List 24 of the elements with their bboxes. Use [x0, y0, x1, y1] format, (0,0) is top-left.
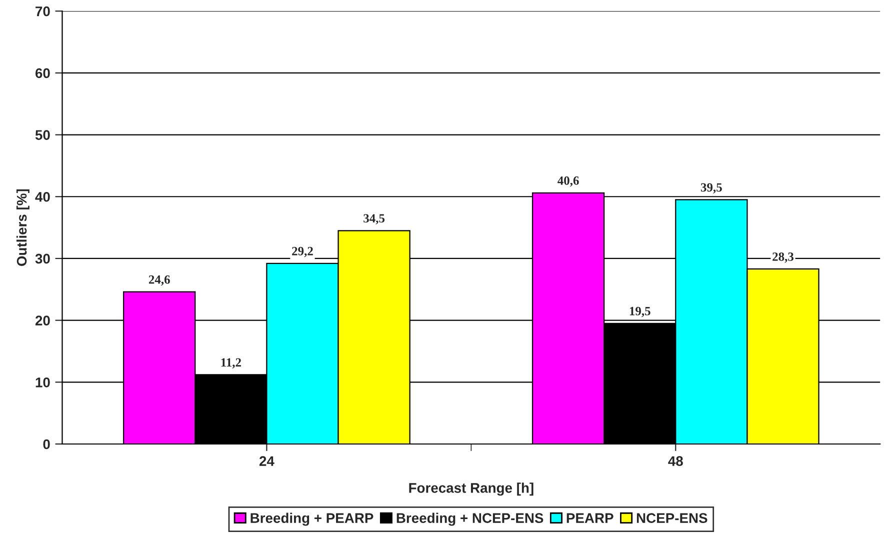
legend-label: PEARP — [566, 513, 614, 523]
y-tick-label: 60 — [35, 68, 50, 78]
y-axis-title: Outliers [%] — [16, 189, 30, 266]
y-tick-label: 70 — [36, 6, 50, 16]
x-axis-title: Forecast Range [h] — [409, 482, 534, 496]
legend-label: NCEP-ENS — [636, 513, 708, 523]
y-tick-label: 40 — [35, 192, 50, 202]
data-label: 40,6 — [558, 176, 579, 187]
data-label: 34,5 — [364, 214, 385, 224]
data-label: 11,2 — [221, 358, 241, 368]
legend-label: Breeding + NCEP-ENS — [396, 512, 544, 526]
y-tick-label: 30 — [35, 254, 50, 264]
y-tick-label: 20 — [35, 316, 50, 326]
y-tick-label: 0 — [43, 439, 50, 450]
data-label: 28,3 — [772, 252, 794, 263]
data-label: 39,5 — [700, 183, 722, 194]
x-tick-label: 48 — [668, 456, 683, 466]
x-tick-label: 24 — [259, 456, 274, 466]
y-tick-label: 10 — [36, 377, 50, 388]
legend-label: Breeding + PEARP — [250, 512, 374, 526]
data-label: 24,6 — [148, 275, 170, 286]
data-label: 19,5 — [630, 306, 650, 318]
y-tick-label: 50 — [35, 130, 50, 140]
data-label: 29,2 — [292, 246, 313, 258]
